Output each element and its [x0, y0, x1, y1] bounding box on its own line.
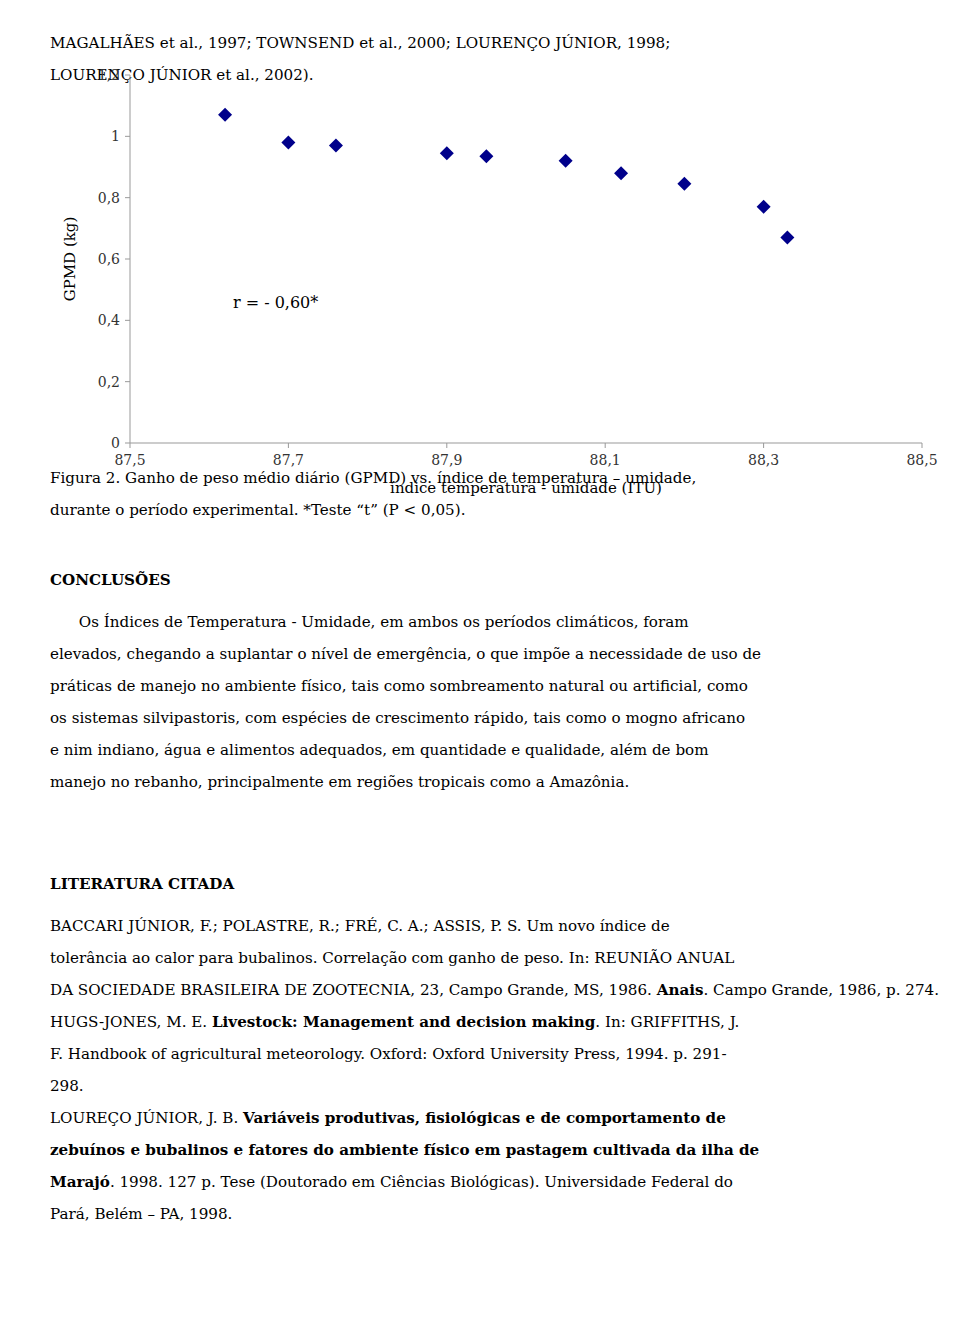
x-tick-label: 87,7 — [273, 452, 304, 468]
x-tick — [130, 443, 131, 448]
caption-line: durante o período experimental. *Teste “… — [50, 501, 465, 519]
x-tick — [922, 443, 923, 448]
text-run: DA SOCIEDADE BRASILEIRA DE ZOOTECNIA, 23… — [50, 981, 657, 999]
bold-text: Variáveis produtivas, fisiológicas e de … — [242, 1109, 726, 1127]
text-run: F. Handbook of agricultural meteorology.… — [50, 1045, 727, 1063]
points — [218, 108, 794, 245]
point — [218, 108, 232, 122]
chart: 87,5 87,7 87,9 88,1 88,3 88,5 0 0,2 0,4 0,6 0,8 1 1,… — [61, 67, 938, 497]
reference-line: LOUREÇO JÚNIOR, J. B. Variáveis produtiv… — [50, 1109, 726, 1127]
y-axis-label: GPMD (kg) — [61, 217, 79, 302]
reference-line: Pará, Belém – PA, 1998. — [50, 1205, 232, 1223]
x-tick-label: 87,5 — [114, 452, 145, 468]
body-line: práticas de manejo no ambiente físico, t… — [50, 677, 748, 695]
point — [559, 154, 573, 168]
bold-text: zebuínos e bubalinos e fatores do ambien… — [50, 1141, 759, 1159]
y-tick — [125, 259, 130, 260]
y-tick-label: 0,8 — [98, 190, 120, 206]
text-run: HUGS-JONES, M. E. — [50, 1013, 212, 1031]
text-run: Pará, Belém – PA, 1998. — [50, 1205, 232, 1223]
point — [614, 166, 628, 180]
text-run: BACCARI JÚNIOR, F.; POLASTRE, R.; FRÉ, C… — [50, 917, 670, 935]
y-tick-label: 1,2 — [98, 67, 120, 83]
x-axis-line — [130, 443, 922, 444]
reference-line: zebuínos e bubalinos e fatores do ambien… — [50, 1141, 759, 1159]
annotation: r = - 0,60* — [233, 293, 318, 312]
point — [677, 177, 691, 191]
point — [757, 200, 771, 214]
section-title: LITERATURA CITADA — [50, 875, 234, 893]
y-tick-label: 0,6 — [98, 251, 120, 267]
point — [479, 149, 493, 163]
reference-line: BACCARI JÚNIOR, F.; POLASTRE, R.; FRÉ, C… — [50, 917, 670, 935]
x-tick-label: 88,1 — [590, 452, 621, 468]
bold-text: Livestock: Management and decision makin… — [212, 1013, 596, 1031]
body-line: os sistemas silvipastoris, com espécies … — [50, 709, 745, 727]
y-tick — [125, 320, 130, 321]
bold-text: Anais — [656, 981, 704, 999]
x-tick — [446, 443, 447, 448]
body-line: Os Índices de Temperatura - Umidade, em … — [50, 613, 689, 631]
body-line: manejo no rebanho, principalmente em reg… — [50, 773, 629, 791]
section-title: CONCLUSÕES — [50, 570, 171, 589]
reference-line: tolerância ao calor para bubalinos. Corr… — [50, 949, 734, 967]
y-tick-label: 1 — [111, 128, 120, 144]
bold-text: Marajó — [50, 1173, 110, 1191]
text-run: tolerância ao calor para bubalinos. Corr… — [50, 949, 734, 967]
y-tick-label: 0 — [111, 435, 120, 451]
y-tick — [125, 443, 130, 444]
x-tick-label: 87,9 — [431, 452, 462, 468]
point — [780, 231, 794, 245]
header-line: MAGALHÃES et al., 1997; TOWNSEND et al.,… — [50, 34, 670, 52]
body-line: e nim indiano, água e alimentos adequado… — [50, 741, 709, 759]
x-tick — [288, 443, 289, 448]
page: MAGALHÃES et al., 1997; TOWNSEND et al.,… — [0, 0, 960, 1322]
y-tick-label: 0,4 — [98, 312, 120, 328]
reference-line: DA SOCIEDADE BRASILEIRA DE ZOOTECNIA, 23… — [50, 981, 939, 999]
y-tick — [125, 136, 130, 137]
y-tick — [125, 75, 130, 76]
caption-line: Figura 2. Ganho de peso médio diário (GP… — [50, 469, 696, 487]
point — [329, 139, 343, 153]
reference-line: HUGS-JONES, M. E. Livestock: Management … — [50, 1013, 739, 1031]
header-line: LOURENÇO JÚNIOR et al., 2002). — [50, 66, 314, 84]
text-run: LOUREÇO JÚNIOR, J. B. — [50, 1109, 243, 1127]
x-tick-label: 88,3 — [748, 452, 779, 468]
y-tick — [125, 197, 130, 198]
reference-line: Marajó. 1998. 127 p. Tese (Doutorado em … — [50, 1173, 733, 1191]
text-run: . Campo Grande, 1986, p. 274. — [703, 981, 939, 999]
x-tick-label: 88,5 — [906, 452, 937, 468]
x-tick — [763, 443, 764, 448]
reference-line: 298. — [50, 1077, 84, 1095]
point — [281, 135, 295, 149]
x-tick — [605, 443, 606, 448]
reference-line: F. Handbook of agricultural meteorology.… — [50, 1045, 727, 1063]
body-line: elevados, chegando a suplantar o nível d… — [50, 645, 761, 663]
text-run: . In: GRIFFITHS, J. — [595, 1013, 739, 1031]
point — [440, 146, 454, 160]
y-tick-label: 0,2 — [98, 374, 120, 390]
text-run: . 1998. 127 p. Tese (Doutorado em Ciênci… — [110, 1173, 733, 1191]
y-tick — [125, 381, 130, 382]
text-run: 298. — [50, 1077, 84, 1095]
